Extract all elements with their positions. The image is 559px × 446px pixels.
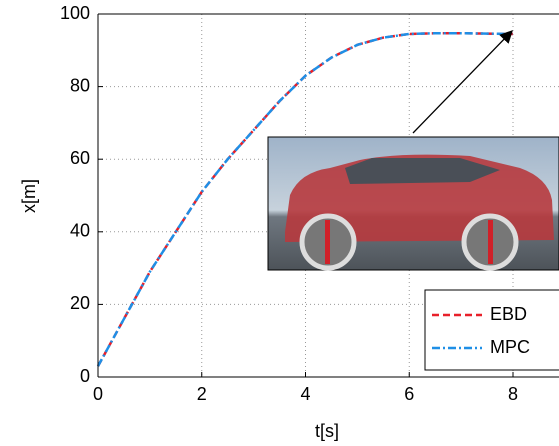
x-tick-label: 8	[508, 384, 518, 404]
arrow	[413, 31, 512, 133]
x-tick-label: 4	[300, 384, 310, 404]
x-tick-label: 6	[404, 384, 414, 404]
x-tick-label: 2	[197, 384, 207, 404]
y-tick-label: 0	[80, 366, 90, 386]
car-inset	[268, 137, 559, 270]
y-tick-label: 40	[70, 221, 90, 241]
y-tick-label: 20	[70, 293, 90, 313]
legend-label: EBD	[490, 304, 527, 324]
legend-label: MPC	[490, 337, 530, 357]
x-axis-label: t[s]	[315, 421, 339, 441]
legend	[425, 290, 559, 370]
y-axis-label: x[m]	[19, 179, 39, 213]
y-tick-label: 100	[60, 3, 90, 23]
y-tick-label: 80	[70, 75, 90, 95]
y-tick-label: 60	[70, 148, 90, 168]
x-tick-label: 0	[93, 384, 103, 404]
chart: t[s] x[m] 0 20 40 60 80 100 0 2 4 6 8 EBD MPC	[0, 0, 559, 446]
